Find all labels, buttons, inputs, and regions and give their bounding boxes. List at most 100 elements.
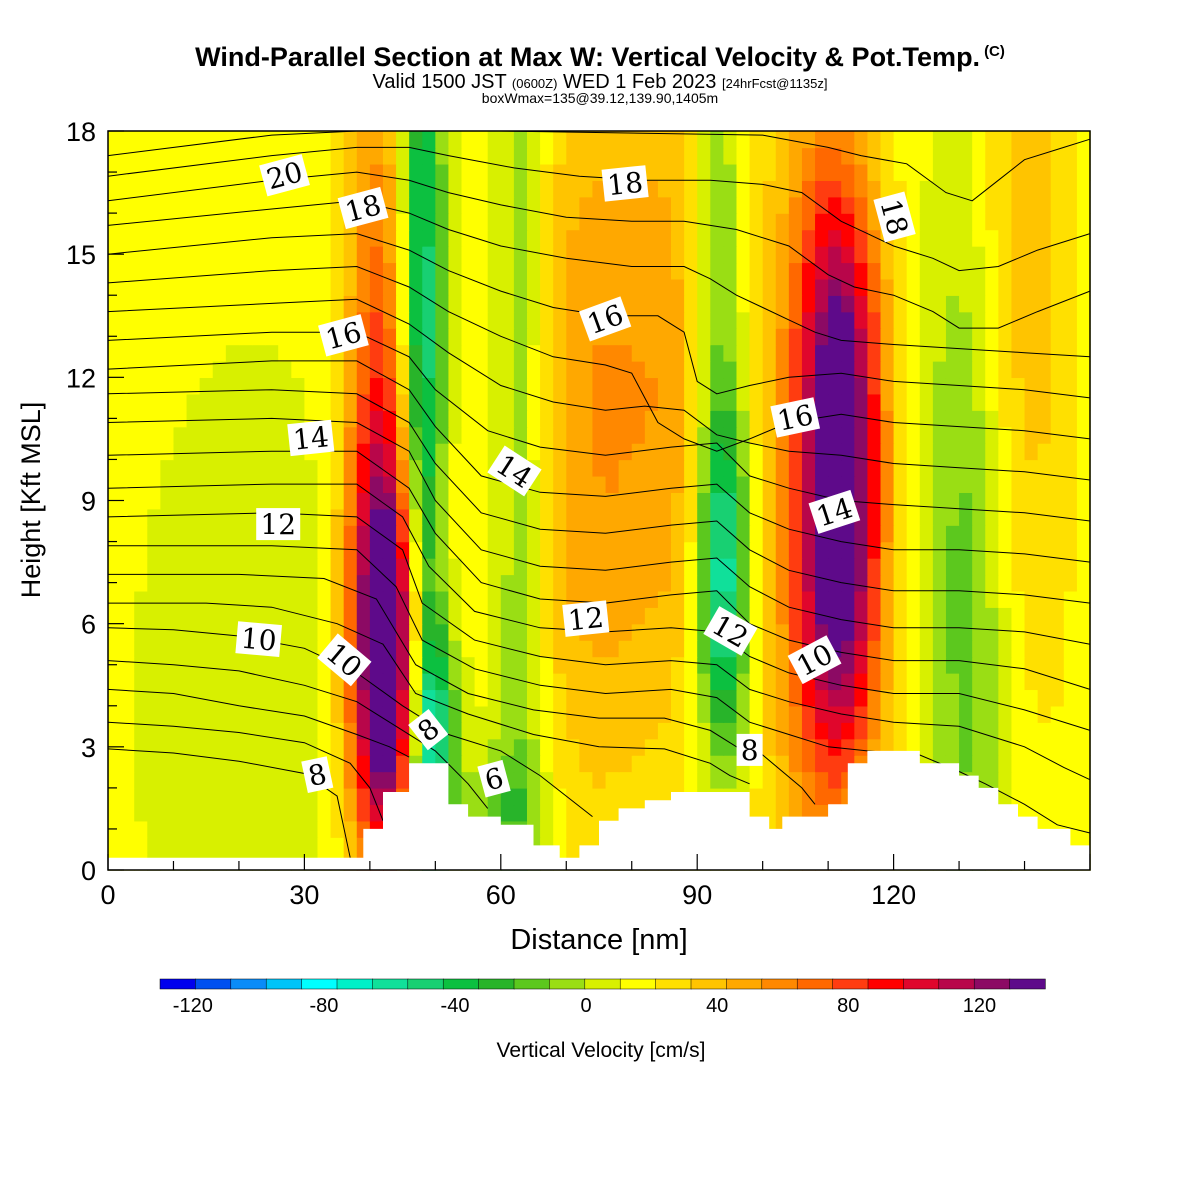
heatmap-cell — [736, 590, 751, 608]
heatmap-cell — [566, 213, 581, 231]
heatmap-cell — [199, 804, 214, 822]
heatmap-cell — [618, 640, 633, 658]
heatmap-cell — [134, 508, 148, 526]
heatmap-cell — [435, 245, 450, 264]
heatmap-cell — [369, 328, 384, 346]
heatmap-cell — [238, 574, 253, 592]
heatmap-cell — [422, 475, 437, 493]
heatmap-cell — [749, 557, 764, 576]
heatmap-cell — [998, 360, 1013, 379]
heatmap-cell — [435, 574, 450, 592]
heatmap-cell — [474, 443, 489, 461]
heatmap-cell — [121, 623, 135, 641]
heatmap-cell — [671, 574, 685, 592]
heatmap-cell — [291, 492, 306, 510]
heatmap-cell — [710, 459, 725, 477]
heatmap-cell — [173, 311, 188, 329]
heatmap-cell — [238, 804, 253, 822]
heatmap-cell — [448, 443, 463, 461]
heatmap-cell — [513, 360, 528, 379]
heatmap-cell — [775, 590, 790, 608]
heatmap-cell — [945, 738, 960, 756]
theta-contour-line — [107, 721, 384, 821]
heatmap-cell — [788, 689, 803, 707]
heatmap-cell — [579, 557, 594, 576]
heatmap-cell — [356, 245, 371, 264]
heatmap-cell — [815, 459, 829, 477]
heatmap-cell — [1076, 377, 1091, 395]
heatmap-cell — [238, 590, 253, 608]
heatmap-cell — [592, 787, 607, 806]
heatmap-cell — [474, 180, 489, 198]
heatmap-cell — [867, 360, 882, 379]
heatmap-cell — [972, 426, 986, 444]
heatmap-cell — [500, 525, 515, 543]
heatmap-cell — [631, 607, 646, 625]
heatmap-cell — [396, 705, 410, 723]
heatmap-cell — [461, 689, 476, 707]
heatmap-cell — [985, 278, 1000, 296]
heatmap-cell — [252, 705, 266, 723]
heatmap-cell — [500, 295, 515, 313]
heatmap-cell — [566, 147, 581, 165]
heatmap-cell — [500, 557, 515, 576]
heatmap-cell — [880, 393, 895, 411]
heatmap-cell — [828, 459, 842, 477]
heatmap-cell — [1063, 426, 1078, 444]
heatmap-cell — [540, 492, 554, 510]
heatmap-cell — [356, 410, 371, 428]
heatmap-cell — [815, 377, 829, 395]
heatmap-cell — [291, 377, 306, 395]
heatmap-cell — [304, 672, 319, 691]
heatmap-cell — [487, 623, 502, 641]
heatmap-cell — [186, 771, 201, 789]
heatmap-cell — [238, 377, 253, 395]
heatmap-cell — [880, 722, 895, 740]
heatmap-cell — [474, 360, 489, 379]
heatmap-cell — [919, 557, 934, 576]
heatmap-cell — [199, 196, 214, 214]
heatmap-cell — [369, 475, 384, 493]
theta-contour-line — [107, 512, 1091, 781]
heatmap-cell — [225, 344, 240, 362]
heatmap-cell — [265, 607, 279, 625]
heatmap-cell — [762, 607, 777, 625]
heatmap-cell — [854, 672, 869, 691]
heatmap-cell — [409, 278, 423, 296]
heatmap-cell — [317, 492, 332, 510]
y-tick-label: 15 — [66, 240, 96, 270]
heatmap-cell — [592, 229, 607, 247]
heatmap-cell — [134, 475, 148, 493]
heatmap-cell — [684, 245, 698, 264]
heatmap-cell — [382, 360, 397, 379]
heatmap-cell — [710, 705, 725, 723]
heatmap-cell — [225, 607, 240, 625]
heatmap-cell — [841, 196, 856, 214]
heatmap-cell — [474, 328, 489, 346]
contour-label-box — [770, 397, 821, 438]
heatmap-cell — [396, 656, 410, 674]
heatmap-cell — [723, 410, 738, 428]
heatmap-cell — [919, 426, 934, 444]
heatmap-cell — [435, 377, 450, 395]
heatmap-cell — [173, 755, 188, 773]
heatmap-cell — [317, 525, 332, 543]
heatmap-cell — [317, 623, 332, 641]
heatmap-cell — [828, 771, 842, 789]
heatmap-cell — [1076, 755, 1091, 773]
heatmap-cell — [252, 656, 266, 674]
heatmap-cell — [671, 590, 685, 608]
heatmap-cell — [147, 295, 162, 313]
heatmap-cell — [199, 689, 214, 707]
heatmap-cell — [841, 180, 856, 198]
theta-contour-line — [107, 171, 1091, 329]
heatmap-cell — [422, 443, 437, 461]
heatmap-cell — [815, 311, 829, 329]
heatmap-cell — [1050, 213, 1065, 231]
heatmap-cell — [265, 360, 279, 379]
heatmap-cell — [147, 541, 162, 559]
heatmap-cell — [500, 738, 515, 756]
heatmap-cell — [775, 705, 790, 723]
heatmap-cell — [1011, 738, 1026, 756]
heatmap-cell — [841, 262, 856, 280]
